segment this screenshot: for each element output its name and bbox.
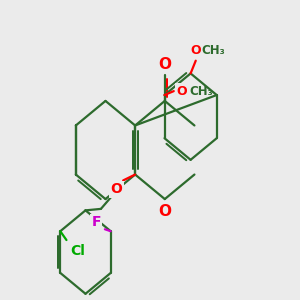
Text: F: F xyxy=(92,215,101,230)
Text: O: O xyxy=(158,204,171,219)
Text: Cl: Cl xyxy=(70,244,85,258)
Text: CH₃: CH₃ xyxy=(189,85,213,98)
Text: O: O xyxy=(176,85,187,98)
Text: O: O xyxy=(190,44,201,57)
Text: O: O xyxy=(158,57,171,72)
Text: O: O xyxy=(110,182,122,196)
Text: CH₃: CH₃ xyxy=(202,44,225,57)
